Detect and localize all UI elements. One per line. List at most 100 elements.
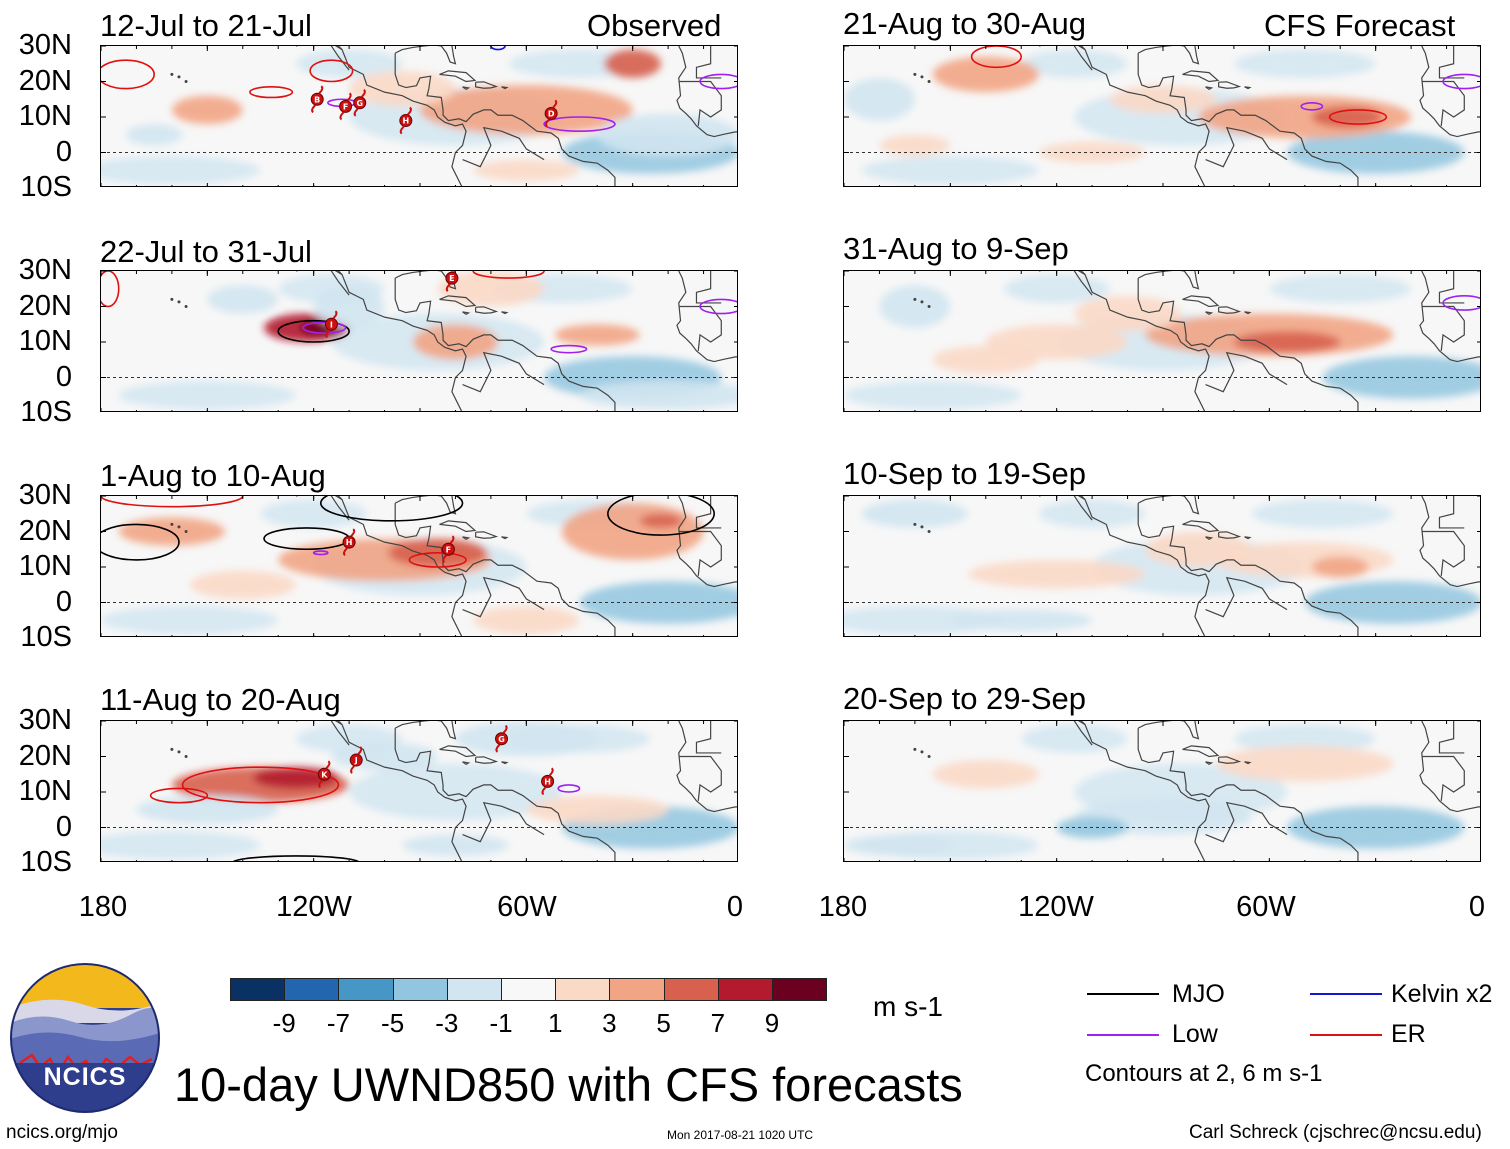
coastline [1137, 721, 1200, 740]
panel-title: 10-Sep to 19-Sep [843, 456, 1087, 491]
storm-icon [324, 317, 338, 331]
anomaly-cell [1287, 131, 1465, 174]
ncics-logo[interactable]: NCICS [10, 963, 160, 1113]
coastline [1244, 86, 1252, 90]
storm-icon-arm [318, 85, 324, 94]
anomaly-cell [118, 381, 296, 410]
anomaly-cell [101, 606, 279, 635]
storm-id-label: G [356, 99, 363, 108]
coastline [1421, 305, 1465, 351]
colorbar-tick-label: 5 [656, 1008, 671, 1038]
x-tick-label: 0 [726, 891, 744, 923]
wave-contour [101, 271, 120, 308]
coastline [1218, 756, 1242, 764]
storm-icon-arm [311, 104, 316, 114]
panel-title: 22-Jul to 31-Jul [100, 234, 312, 269]
footer-credit: Carl Schreck (cjschrec@ncsu.edu) [1189, 1122, 1482, 1143]
coastline [1182, 295, 1220, 308]
storm-icon-arm [350, 765, 355, 774]
anomaly-cell [844, 77, 915, 121]
anomaly-cell [597, 113, 737, 157]
storm-marker[interactable]: B [310, 85, 324, 114]
storm-icon-arm [541, 786, 547, 796]
coastline [1419, 46, 1480, 138]
anomaly-cell [260, 499, 367, 528]
panel-title: 20-Sep to 29-Sep [843, 681, 1087, 716]
storm-id-label: G [498, 735, 505, 744]
island [927, 305, 931, 308]
storm-marker[interactable]: G [353, 88, 367, 117]
coastline [1421, 530, 1465, 576]
anomaly-cell [331, 742, 438, 771]
storm-marker[interactable]: K [317, 760, 331, 789]
anomaly-cell [189, 570, 296, 599]
storm-marker[interactable]: H [399, 106, 413, 135]
island [913, 522, 917, 526]
storm-icon [399, 114, 413, 128]
storm-marker[interactable]: D [544, 99, 558, 128]
anomaly-cell [1233, 724, 1376, 753]
anomaly-cell [604, 49, 662, 78]
colorbar-tick-label: 1 [547, 1008, 563, 1038]
coastline [1137, 53, 1359, 186]
storm-marker[interactable]: F [339, 92, 353, 121]
cfs-forecast-label: CFS Forecast [1264, 8, 1456, 43]
coastline [462, 311, 471, 316]
coastline [1438, 496, 1465, 529]
coastline [1205, 86, 1214, 91]
map-canvas: G J K H [101, 721, 737, 861]
storm-icon-arm [318, 779, 324, 789]
storm-icon-arm [453, 271, 457, 273]
coastline [439, 745, 477, 758]
coastline [439, 520, 477, 533]
anomaly-cell [125, 124, 183, 146]
y-tick-label: 0 [55, 135, 72, 168]
coastline [1073, 721, 1093, 746]
legend-mjo-line [1087, 993, 1159, 995]
storm-icon [342, 535, 356, 549]
colorbar-tick-label: -9 [272, 1008, 296, 1038]
storm-marker[interactable]: F [441, 535, 455, 564]
storm-id-label: J [354, 756, 358, 765]
storm-marker[interactable]: I [324, 310, 338, 339]
island [184, 305, 188, 308]
anomaly-cell [402, 834, 509, 856]
y-tick-label: 30N [18, 254, 72, 286]
coastline [462, 536, 471, 541]
storm-icon [541, 774, 555, 788]
storm-id-label: I [330, 320, 333, 329]
coastline [501, 761, 509, 765]
map-canvas: EI [101, 271, 737, 411]
coastline [394, 503, 616, 636]
footer-url[interactable]: ncics.org/mjo [6, 1122, 118, 1143]
colorbar-swatch [555, 978, 611, 1001]
storm-icon-arm [502, 724, 508, 734]
map-canvas: HF [101, 496, 737, 636]
anomaly-cell [950, 609, 1093, 631]
storm-marker[interactable]: H [541, 767, 555, 796]
storm-marker[interactable]: J [349, 746, 363, 774]
wave-contour [302, 321, 347, 334]
anomaly-cell [207, 285, 279, 314]
observed-label: Observed [587, 8, 722, 43]
coastline [678, 305, 722, 351]
anomaly-cell [1021, 724, 1128, 753]
coastline [295, 271, 467, 411]
storm-icon-arm [361, 88, 366, 98]
storm-marker[interactable]: H [342, 528, 356, 556]
colorbar-tick-label: 3 [602, 1008, 617, 1038]
colorbar-tick-label: -3 [435, 1008, 459, 1038]
island [177, 300, 181, 304]
anomaly-cell [579, 381, 737, 410]
wave-contour [319, 496, 464, 522]
colorbar-tick-label: -7 [326, 1008, 350, 1038]
anomaly-cell [1109, 85, 1217, 114]
coastline [695, 46, 722, 79]
anomaly-cell [473, 606, 580, 635]
storm-marker[interactable]: E [445, 271, 459, 292]
wave-contour [699, 298, 737, 315]
y-tick-label: 30N [18, 29, 72, 61]
storm-icon-arm [353, 108, 359, 117]
storm-marker[interactable]: G [495, 724, 509, 753]
coastline [676, 271, 737, 363]
